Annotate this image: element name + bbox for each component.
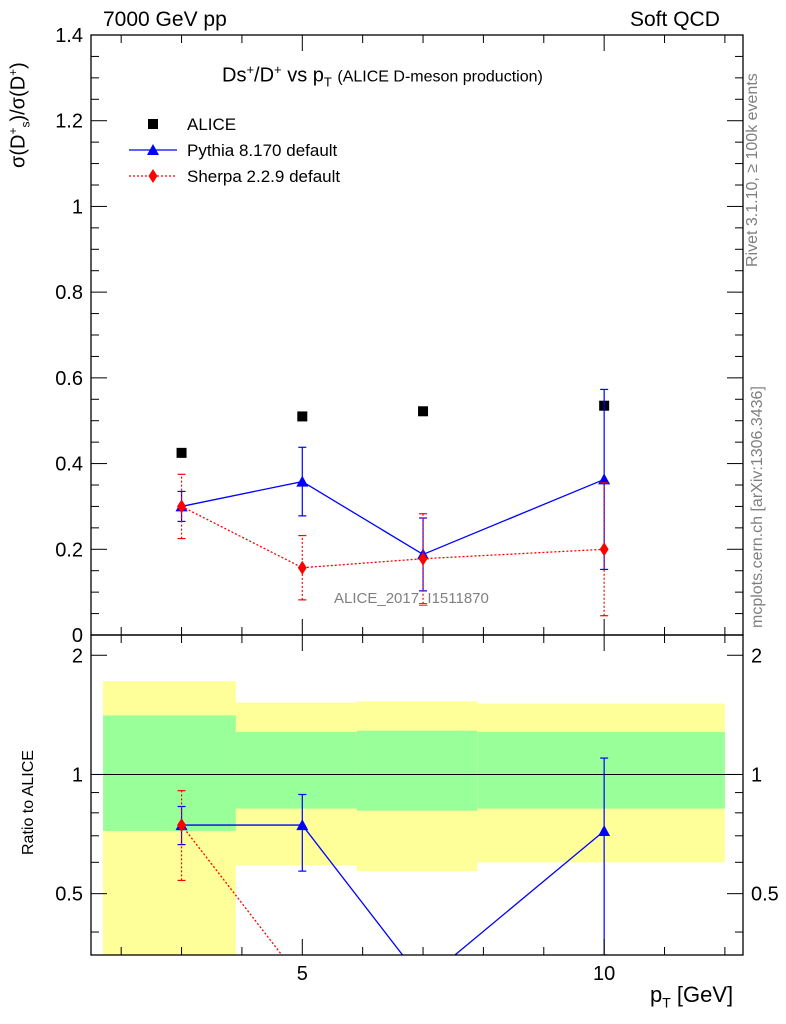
- x-axis-label: pT [GeV]: [650, 982, 734, 1011]
- legend-label-1: Pythia 8.170 default: [187, 141, 338, 160]
- title-note: (ALICE D-meson production): [337, 68, 543, 86]
- ratio-y-axis-label: Ratio to ALICE: [20, 750, 37, 855]
- legend-label-0: ALICE: [187, 115, 236, 134]
- ratio-series-line-1: [181, 824, 283, 955]
- series-line-1: [181, 478, 605, 556]
- series-1-point-1: [296, 475, 309, 487]
- rivet-version-label: Rivet 3.1.10, ≥ 100k events: [744, 73, 761, 267]
- ratio-y-tick-label-right: 1: [751, 764, 762, 786]
- ratio-y-tick-label-right: 0.5: [751, 884, 779, 906]
- main-series: [175, 388, 611, 617]
- series-2-point-2: [418, 551, 428, 566]
- legend-marker-0: [148, 119, 158, 129]
- axis-tick-labels: 0 0.2 0.4 0.6 0.8 1 1.2 1.4 0.5 0.5 1 1 2 2 5 10: [55, 25, 779, 985]
- title-main: Ds: [222, 64, 247, 87]
- title-sub: T: [323, 74, 332, 90]
- ratio-y-tick-label-left: 2: [72, 645, 83, 667]
- title-vs: vs p: [281, 64, 324, 87]
- main-y-tick-label: 1: [72, 196, 83, 218]
- header-category-label: Soft QCD: [630, 8, 720, 31]
- ratio-series-0-point-3: [598, 824, 611, 836]
- series-line-2: [181, 505, 605, 569]
- title-sup1: +: [246, 62, 255, 77]
- mcplots-label: mcplots.cern.ch [arXiv:1306.3436]: [749, 386, 766, 628]
- main-y-tick-label: 1.4: [55, 25, 83, 47]
- title-sup2: +: [274, 62, 282, 77]
- header-energy-label: 7000 GeV pp: [103, 8, 227, 31]
- ratio-band-inner-0: [103, 715, 236, 831]
- ratio-panel-frame: [90, 634, 744, 956]
- ratio-series: [175, 757, 611, 955]
- series-1-point-3: [598, 473, 611, 485]
- ratio-series-line-0: [181, 824, 605, 955]
- main-y-tick-label: 1.2: [55, 111, 83, 133]
- chart-title: Ds+/D+ vs pT (ALICE D-meson production): [222, 62, 543, 90]
- ratio-y-tick-label-right: 2: [751, 645, 762, 667]
- main-y-axis-label: σ(D+s)/σ(D+): [6, 62, 33, 168]
- series-0-point-2: [418, 406, 429, 417]
- ratio-band-inner-1: [235, 732, 357, 809]
- main-y-tick-label: 0: [72, 625, 83, 647]
- series-0-point-1: [297, 411, 308, 422]
- series-2-point-1: [297, 560, 307, 575]
- ratio-band-inner-3: [477, 732, 725, 809]
- legend-marker-1: [147, 144, 159, 155]
- legend-label-2: Sherpa 2.2.9 default: [187, 167, 340, 186]
- title-mid: /D: [254, 64, 275, 87]
- axis-ticks: [91, 34, 743, 955]
- ratio-uncertainty-bands: [103, 681, 725, 955]
- legend-marker-2: [148, 169, 158, 183]
- series-2-point-3: [599, 542, 609, 557]
- analysis-label: ALICE_2017_I1511870: [334, 590, 489, 607]
- series-0-point-0: [176, 447, 187, 458]
- legend: ALICE Pythia 8.170 default Sherpa 2.2.9 de…: [129, 115, 340, 186]
- ratio-series-1-point-0: [177, 818, 187, 833]
- x-tick-label: 10: [593, 963, 615, 985]
- ratio-y-tick-label-left: 1: [72, 764, 83, 786]
- x-tick-label: 5: [297, 963, 308, 985]
- series-2-point-0: [177, 499, 187, 514]
- ratio-series-0-point-1: [296, 819, 309, 831]
- main-y-tick-label: 0.2: [55, 539, 83, 561]
- main-y-tick-label: 0.4: [55, 454, 83, 476]
- ratio-y-tick-label-left: 0.5: [55, 884, 83, 906]
- main-y-tick-label: 0.8: [55, 282, 83, 304]
- main-y-tick-label: 0.6: [55, 368, 83, 390]
- ratio-band-inner-2: [356, 730, 478, 811]
